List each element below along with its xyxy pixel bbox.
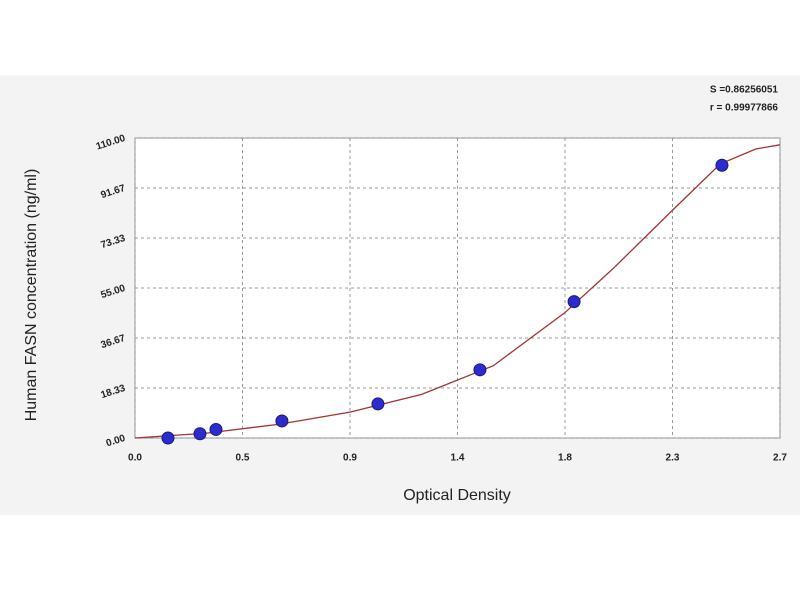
x-tick-label: 0.0 [128, 453, 142, 464]
annotation: S =0.86256051 [710, 85, 779, 96]
data-point [209, 422, 223, 436]
data-point [161, 431, 175, 445]
data-point [193, 427, 207, 441]
x-axis-label: Optical Density [403, 487, 511, 504]
y-axis-label: Human FASN concentration (ng/ml) [23, 169, 40, 422]
data-point [715, 158, 729, 172]
x-tick-label: 2.3 [666, 453, 680, 464]
x-tick-label: 0.5 [236, 453, 250, 464]
data-point [473, 363, 487, 377]
data-point [275, 414, 289, 428]
data-point [371, 397, 385, 411]
data-point [567, 295, 581, 309]
annotation: r = 0.99977866 [710, 103, 779, 114]
x-tick-label: 0.9 [343, 453, 357, 464]
x-tick-label: 1.4 [451, 453, 465, 464]
x-tick-label: 1.8 [558, 453, 572, 464]
x-tick-label: 2.7 [773, 453, 787, 464]
